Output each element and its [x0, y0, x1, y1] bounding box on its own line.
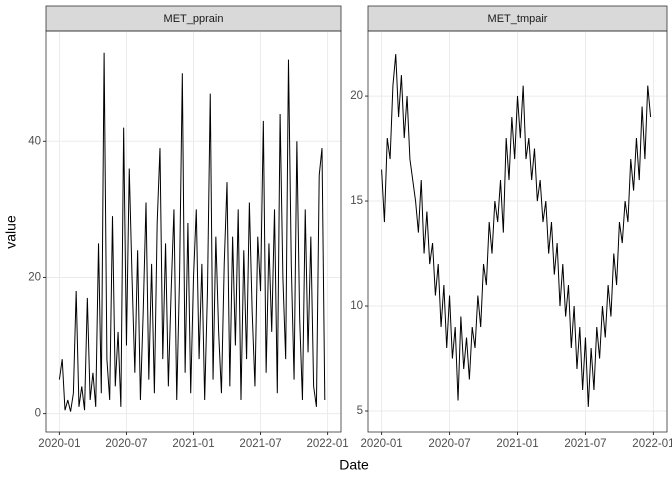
x-tick-label: 2020-07: [105, 438, 147, 450]
x-axis-title: Date: [339, 457, 369, 473]
y-tick-label: 5: [357, 405, 363, 417]
strip: [45, 5, 342, 32]
y-tick-label: 10: [350, 300, 363, 312]
x-tick-label: 2021-07: [239, 438, 281, 450]
x-tick-label: 2021-01: [496, 438, 538, 450]
strip-title: MET_pprain: [164, 13, 224, 25]
x-tick-label: 2020-01: [38, 438, 80, 450]
y-tick-label: 20: [350, 90, 363, 102]
x-tick-label: 2020-01: [360, 438, 402, 450]
x-tick-label: 2021-01: [172, 438, 214, 450]
data-line: [58, 52, 326, 412]
strip-title: MET_tmpair: [488, 13, 548, 25]
y-tick-label: 15: [350, 195, 363, 207]
x-tick-label: 2021-07: [564, 438, 606, 450]
y-tick-label: 0: [35, 408, 41, 420]
x-tick-label: 2022-01: [632, 438, 672, 450]
panel-border: [367, 30, 668, 433]
y-axis-title: value: [3, 215, 19, 249]
panel-border: [45, 30, 342, 433]
data-line: [381, 54, 652, 407]
strip: [367, 5, 668, 32]
x-tick-label: 2022-01: [306, 438, 348, 450]
x-tick-label: 2020-07: [428, 438, 470, 450]
y-tick-label: 40: [28, 135, 41, 147]
y-tick-label: 20: [28, 271, 41, 283]
